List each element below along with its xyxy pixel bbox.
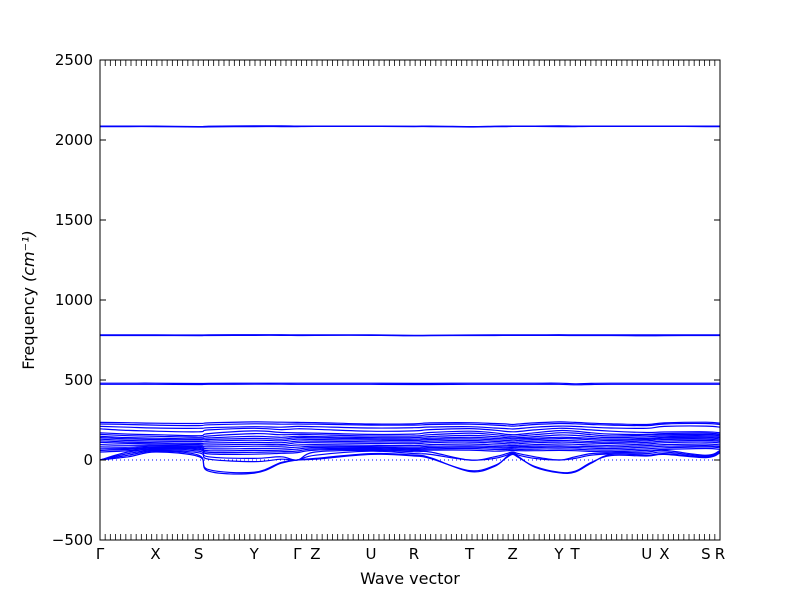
- plot-frame: [99, 59, 721, 541]
- y-tick-label: 0: [83, 451, 93, 469]
- band-line-12: [99, 432, 721, 438]
- x-axis-label: Wave vector: [360, 569, 460, 588]
- x-tick-label-8: R: [409, 545, 419, 563]
- band-line-19: [99, 443, 721, 450]
- band-line-25: [99, 450, 721, 475]
- band-line-14: [99, 436, 721, 441]
- x-tick-label-7: U: [365, 545, 376, 563]
- x-tick-label-10: Z: [508, 545, 518, 563]
- x-tick-label-6: Z: [310, 545, 320, 563]
- y-tick-label: 2000: [55, 131, 93, 149]
- x-tick-label-14: X: [659, 545, 669, 563]
- band-line-24: [99, 449, 721, 463]
- x-tick-label-15: S: [701, 545, 711, 563]
- band-line-6: [99, 383, 720, 386]
- band-line-15: [99, 437, 721, 443]
- x-tick-label-11: Y: [553, 545, 564, 563]
- x-tick-label-12: T: [569, 545, 580, 563]
- y-tick-label: 1000: [55, 291, 93, 309]
- x-tick-label-2: X: [150, 545, 160, 563]
- x-tick-label-5: Γ: [293, 545, 302, 563]
- band-line-5: [100, 382, 720, 385]
- y-tick-label: 2500: [55, 51, 93, 69]
- band-line-17: [99, 439, 721, 446]
- y-tick-label: −500: [52, 531, 93, 549]
- band-line-20: [99, 444, 721, 452]
- band-line-13: [99, 434, 721, 440]
- y-axis-ticks: −500 0 500 1000 1500 2000 2500: [52, 51, 720, 549]
- band-line-9: [99, 425, 721, 430]
- band-line-7: [99, 421, 721, 426]
- band-line-16: [99, 438, 721, 445]
- y-tick-label: 1500: [55, 211, 93, 229]
- y-axis-label-unit: (cm⁻¹): [19, 230, 38, 282]
- x-tick-label-9: T: [464, 545, 475, 563]
- band-line-26: [99, 451, 721, 474]
- band-line-10: [99, 427, 721, 434]
- x-tick-label-1: Γ: [96, 545, 105, 563]
- band-line-4: [100, 334, 720, 337]
- x-tick-label-3: S: [194, 545, 204, 563]
- band-line-21: [99, 446, 721, 454]
- y-axis-label-text: Frequency: [19, 282, 38, 370]
- x-tick-label-16: R: [715, 545, 725, 563]
- x-tick-label-4: Y: [249, 545, 260, 563]
- y-axis-label: Frequency (cm⁻¹): [19, 230, 38, 369]
- band-line-18: [99, 441, 721, 448]
- band-line-8: [99, 422, 721, 427]
- x-tick-label-13: U: [641, 545, 652, 563]
- band-line-22: [99, 447, 721, 456]
- band-line-11: [99, 429, 721, 437]
- band-line-2: [99, 125, 720, 128]
- y-tick-label: 500: [64, 371, 93, 389]
- band-series-group: [99, 125, 721, 475]
